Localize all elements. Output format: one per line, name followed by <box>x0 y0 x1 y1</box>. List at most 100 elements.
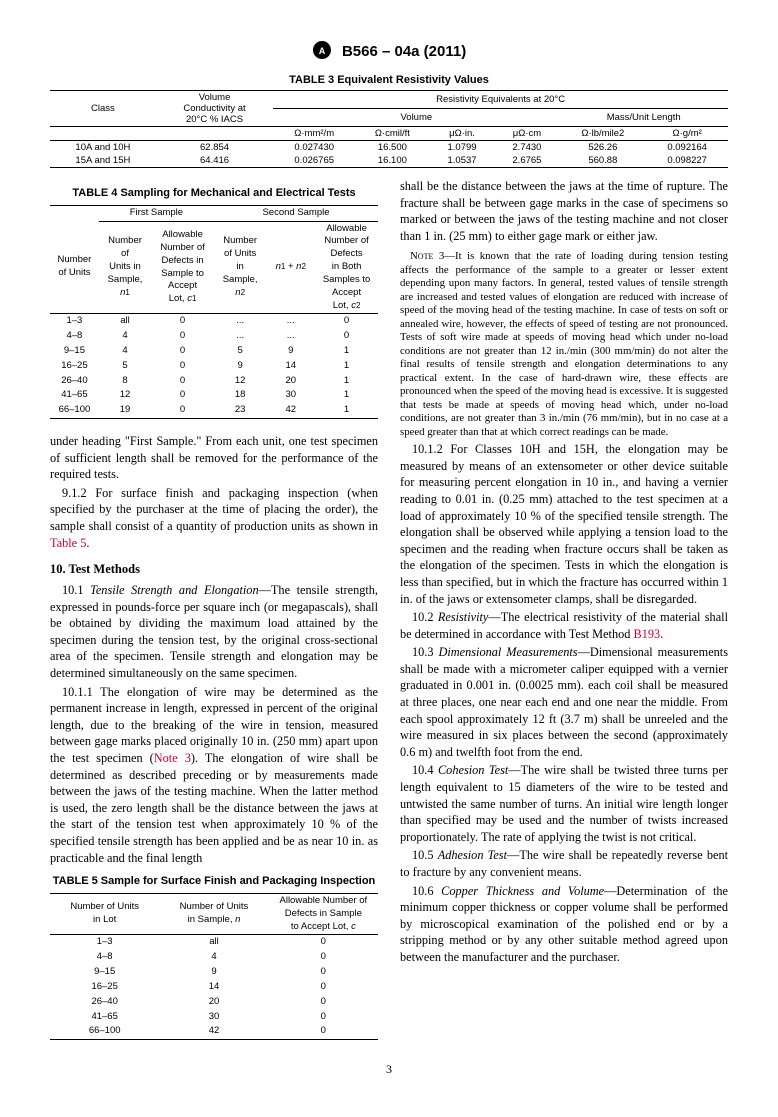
table-cell: 16.100 <box>355 154 429 168</box>
table-cell: 14 <box>266 359 315 374</box>
table-cell: 4 <box>99 329 151 344</box>
p-912: 9.1.2 For surface finish and packaging i… <box>50 485 378 551</box>
t3-col-class: Class <box>50 91 156 127</box>
p-106: 10.6 Copper Thickness and Volume—Determi… <box>400 883 728 966</box>
table-cell: ... <box>214 329 266 344</box>
table-cell: 1–3 <box>50 935 159 950</box>
table-cell: 4 <box>99 344 151 359</box>
table-cell: 0 <box>151 374 214 389</box>
t3-c1: Ω·cmil/ft <box>355 127 429 141</box>
page-number: 3 <box>50 1062 728 1077</box>
t4-c-lot: Numberof Units <box>50 221 99 314</box>
table-cell: 1–3 <box>50 314 99 329</box>
p-102: 10.2 Resistivity—The electrical resistiv… <box>400 609 728 642</box>
body-columns: TABLE 4 Sampling for Mechanical and Elec… <box>50 178 728 1040</box>
table-cell: 8 <box>99 374 151 389</box>
p-105: 10.5 Adhesion Test—The wire shall be rep… <box>400 847 728 880</box>
table-cell: 0 <box>269 1010 378 1025</box>
table-cell: 0 <box>269 980 378 995</box>
table-cell: 41–65 <box>50 388 99 403</box>
table-cell: 66–100 <box>50 1024 159 1039</box>
table-cell: 66–100 <box>50 403 99 418</box>
table-cell: 1 <box>315 374 378 389</box>
astm-logo: A <box>312 40 332 64</box>
table-cell: 5 <box>99 359 151 374</box>
table-cell: 560.88 <box>559 154 646 168</box>
table-cell: 30 <box>266 388 315 403</box>
p-cont: shall be the distance between the jaws a… <box>400 178 728 244</box>
p-101: 10.1 Tensile Strength and Elongation—The… <box>50 582 378 682</box>
table-cell: ... <box>266 314 315 329</box>
table-cell: 9–15 <box>50 344 99 359</box>
table-cell: 0 <box>151 388 214 403</box>
table-cell: 0 <box>269 935 378 950</box>
t3-c2: μΩ·in. <box>430 127 495 141</box>
t4-second: Second Sample <box>214 205 378 221</box>
table-cell: 9 <box>214 359 266 374</box>
table-cell: 0 <box>151 329 214 344</box>
table-cell: 18 <box>214 388 266 403</box>
table-cell: 1 <box>315 388 378 403</box>
table-cell: 2.7430 <box>494 141 559 155</box>
table4: First Sample Second Sample Numberof Unit… <box>50 205 378 419</box>
table-cell: 26–40 <box>50 995 159 1010</box>
table-cell: 5 <box>214 344 266 359</box>
t5-c3: Allowable Number ofDefects in Sampleto A… <box>269 894 378 935</box>
table-cell: 1 <box>315 344 378 359</box>
table5: Number of Unitsin Lot Number of Unitsin … <box>50 893 378 1040</box>
table-cell: 1 <box>315 359 378 374</box>
table-cell: 9 <box>159 965 268 980</box>
table-cell: 0.092164 <box>646 141 728 155</box>
table-cell: 10A and 10H <box>50 141 156 155</box>
table-cell: 14 <box>159 980 268 995</box>
t3-c5: Ω·g/m² <box>646 127 728 141</box>
table-cell: 526.26 <box>559 141 646 155</box>
table-cell: 0.027430 <box>273 141 355 155</box>
table-cell: 0 <box>315 314 378 329</box>
table3: Class VolumeConductivity at20°C % IACS R… <box>50 90 728 168</box>
table-cell: ... <box>214 314 266 329</box>
table-cell: 0.098227 <box>646 154 728 168</box>
ref-table5[interactable]: Table 5 <box>50 536 86 550</box>
table-cell: 62.854 <box>156 141 273 155</box>
doc-header: A B566 – 04a (2011) <box>50 40 728 64</box>
t4-c-c2: AllowableNumber ofDefectsin BothSamples … <box>315 221 378 314</box>
t5-c2: Number of Unitsin Sample, n <box>159 894 268 935</box>
t3-c0: Ω·mm²/m <box>273 127 355 141</box>
table-cell: all <box>99 314 151 329</box>
designation: B566 – 04a (2011) <box>342 43 466 60</box>
table-cell: 15A and 15H <box>50 154 156 168</box>
ref-note3[interactable]: Note 3 <box>154 751 191 765</box>
table-cell: 42 <box>266 403 315 418</box>
t4-c-c1: AllowableNumber ofDefects inSample toAcc… <box>151 221 214 314</box>
t3-c3: μΩ·cm <box>494 127 559 141</box>
table-cell: 64.416 <box>156 154 273 168</box>
table-cell: 0 <box>315 329 378 344</box>
t4-first: First Sample <box>99 205 214 221</box>
svg-text:A: A <box>319 46 326 56</box>
table-cell: 4–8 <box>50 950 159 965</box>
table-cell: 0 <box>151 403 214 418</box>
t4-c-sum: n1 + n2 <box>266 221 315 314</box>
t5-c1: Number of Unitsin Lot <box>50 894 159 935</box>
table-cell: 20 <box>266 374 315 389</box>
table-cell: 9–15 <box>50 965 159 980</box>
table-cell: 0 <box>151 344 214 359</box>
table-cell: 0 <box>269 950 378 965</box>
table-cell: all <box>159 935 268 950</box>
table-cell: 19 <box>99 403 151 418</box>
ref-b193[interactable]: B193 <box>634 627 661 641</box>
table-cell: 0 <box>269 965 378 980</box>
table-cell: 1 <box>315 403 378 418</box>
table-cell: 0 <box>151 359 214 374</box>
table-cell: 16–25 <box>50 980 159 995</box>
table-cell: 23 <box>214 403 266 418</box>
table-cell: 0.026765 <box>273 154 355 168</box>
table-cell: 20 <box>159 995 268 1010</box>
table-cell: 1.0799 <box>430 141 495 155</box>
table-cell: 41–65 <box>50 1010 159 1025</box>
p-104: 10.4 Cohesion Test—The wire shall be twi… <box>400 762 728 845</box>
t4-c-n1: Number ofUnits inSample, n1 <box>99 221 151 314</box>
table-cell: 30 <box>159 1010 268 1025</box>
table-cell: 12 <box>214 374 266 389</box>
